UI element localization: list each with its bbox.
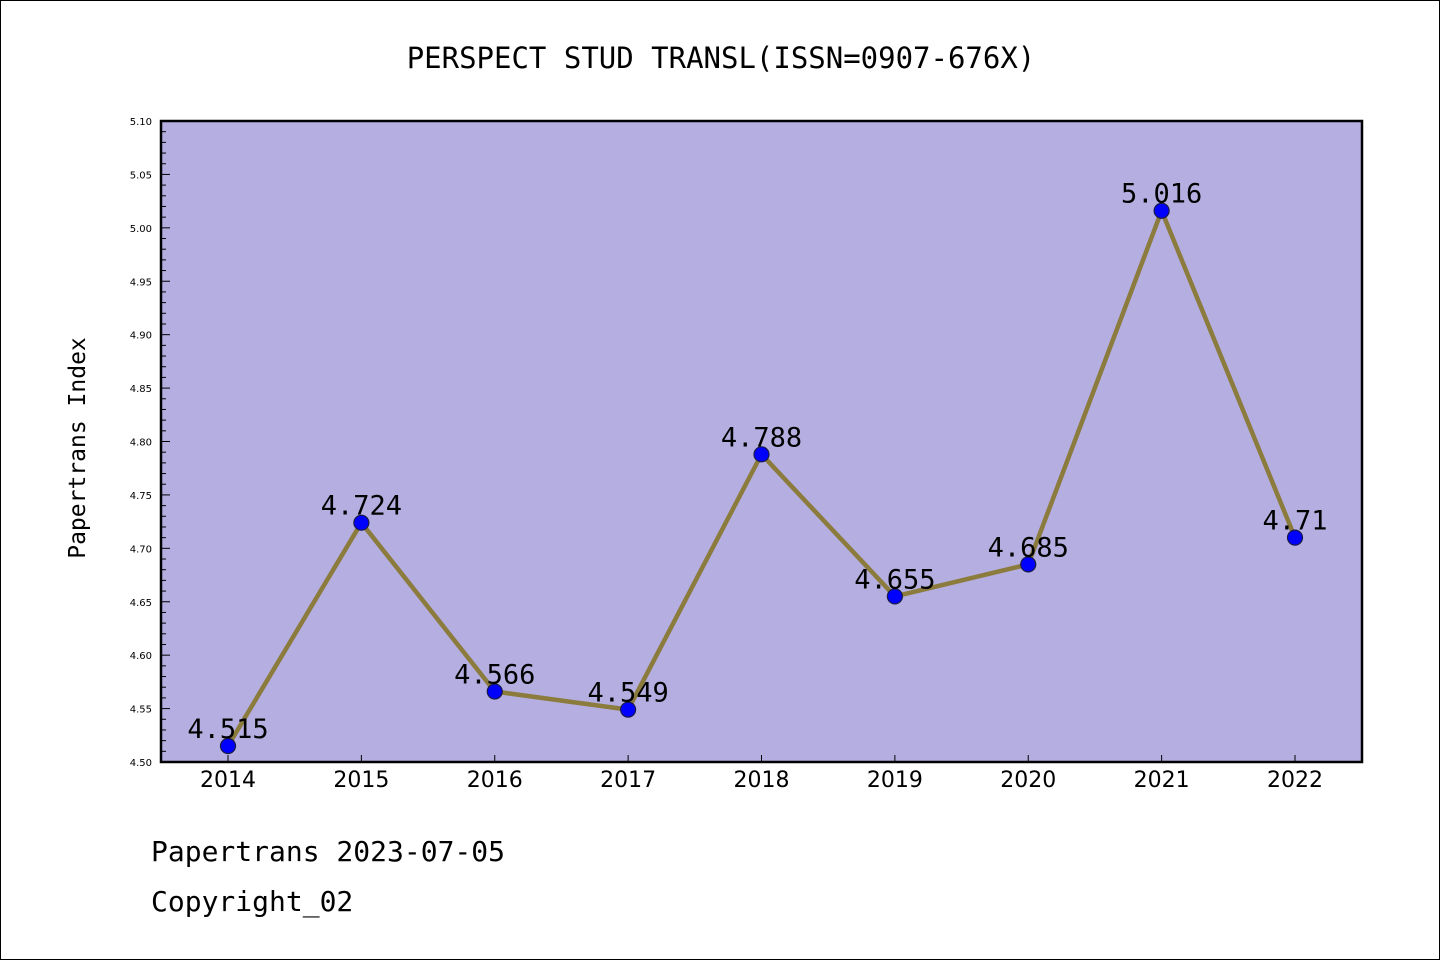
y-tick-label: 4.65 xyxy=(130,598,152,609)
y-tick-label: 4.80 xyxy=(130,438,152,449)
x-tick-label: 2022 xyxy=(1267,768,1323,793)
x-tick-label: 2018 xyxy=(734,768,790,793)
y-tick-label: 5.00 xyxy=(130,224,152,235)
x-tick-label: 2020 xyxy=(1000,768,1056,793)
y-tick-label: 4.70 xyxy=(130,544,152,555)
data-label: 4.685 xyxy=(988,532,1069,563)
y-tick-label: 4.75 xyxy=(130,491,152,502)
y-tick-label: 4.55 xyxy=(130,705,152,716)
data-point xyxy=(753,446,770,463)
data-label: 4.515 xyxy=(187,714,268,745)
y-tick-label: 4.95 xyxy=(130,277,152,288)
data-label: 4.549 xyxy=(587,678,668,709)
data-label: 4.566 xyxy=(454,659,535,690)
data-label: 4.655 xyxy=(854,564,935,595)
x-tick-label: 2014 xyxy=(200,768,256,793)
data-point xyxy=(1020,556,1037,573)
data-point xyxy=(886,588,903,605)
y-tick-label: 5.10 xyxy=(130,117,152,128)
y-tick-label: 4.90 xyxy=(130,331,152,342)
data-point xyxy=(486,683,503,700)
chart-title: PERSPECT STUD TRANSL(ISSN=0907-676X) xyxy=(407,41,1036,75)
plot-frame xyxy=(159,119,1364,764)
y-tick-label: 5.05 xyxy=(130,170,152,181)
data-point xyxy=(1153,202,1170,219)
x-tick-label: 2021 xyxy=(1134,768,1190,793)
x-tick-label: 2015 xyxy=(333,768,389,793)
data-point xyxy=(620,701,637,718)
data-label: 4.788 xyxy=(721,422,802,453)
data-label: 5.016 xyxy=(1121,179,1202,210)
x-tick-label: 2019 xyxy=(867,768,923,793)
plot-area xyxy=(161,121,1362,762)
data-point xyxy=(219,737,237,755)
y-tick-label: 4.85 xyxy=(130,384,152,395)
data-point xyxy=(1286,529,1304,546)
y-tick-label: 4.50 xyxy=(130,758,152,769)
y-tick-label: 4.60 xyxy=(130,651,152,662)
footer-date: Papertrans 2023-07-05 xyxy=(151,835,506,868)
y-axis-label: Papertrans Index xyxy=(65,337,91,559)
data-label: 4.724 xyxy=(321,491,402,522)
data-point xyxy=(353,514,370,531)
footer-copyright: Copyright_02 xyxy=(151,885,354,918)
data-label: 4.71 xyxy=(1262,506,1327,537)
x-tick-label: 2017 xyxy=(600,768,656,793)
x-tick-label: 2016 xyxy=(467,768,523,793)
